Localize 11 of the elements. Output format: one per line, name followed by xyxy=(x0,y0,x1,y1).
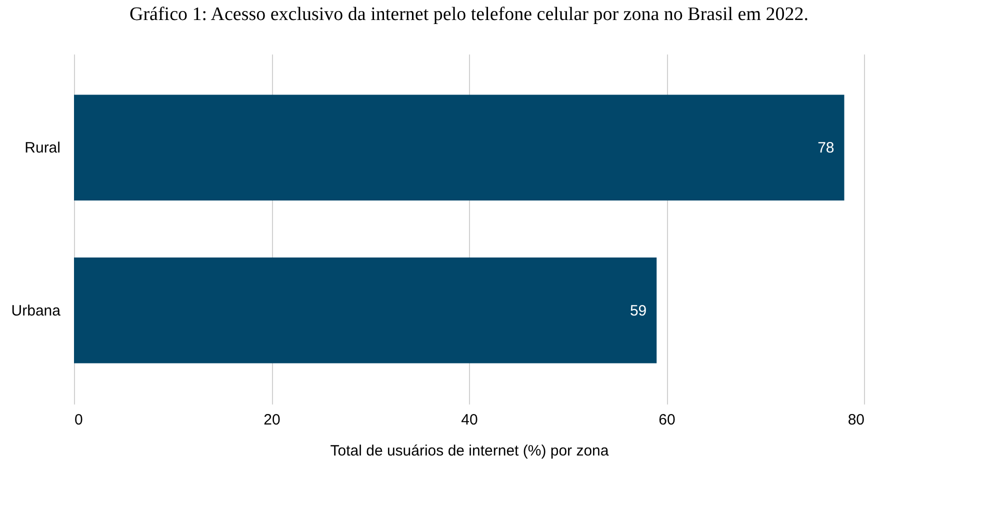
y-tick-label: Urbana xyxy=(11,302,62,320)
x-tick-label: 60 xyxy=(658,412,676,428)
x-tick-label: 80 xyxy=(848,412,864,428)
chart-title: Gráfico 1: Acesso exclusivo da internet pelo telefone celular por zona no Brasil em 2022. xyxy=(129,4,809,25)
data-label: 59 xyxy=(630,302,647,320)
y-tick-label: Rural xyxy=(24,140,60,157)
data-label: 78 xyxy=(818,140,834,157)
x-tick-label: 0 xyxy=(74,412,83,428)
x-tick-label: 40 xyxy=(461,412,478,428)
x-tick-label: 20 xyxy=(264,412,280,428)
x-axis-title: Total de usuários de internet (%) por zona xyxy=(330,442,610,460)
